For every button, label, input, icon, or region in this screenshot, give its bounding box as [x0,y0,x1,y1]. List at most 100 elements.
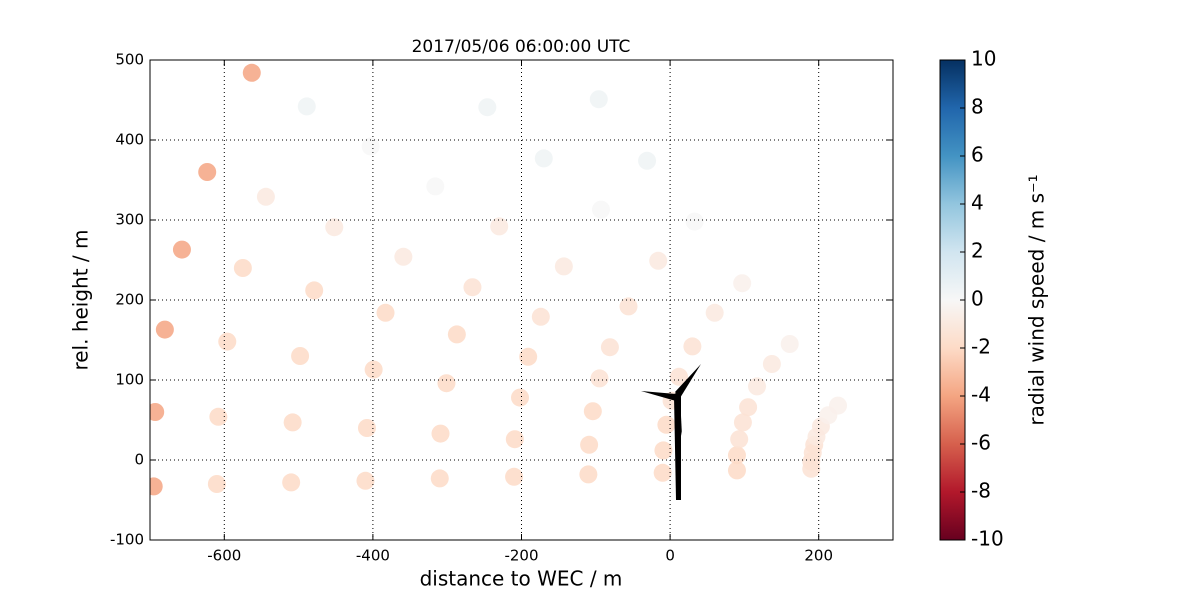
scatter-point [478,98,497,117]
scatter-point [394,247,413,266]
scatter-point [283,413,302,432]
turbine-blade [641,391,676,401]
grid [150,59,893,541]
points [150,63,848,496]
scatter-point [325,218,344,237]
colorbar-tick-label: 10 [971,47,996,71]
scatter-point [685,212,704,231]
scatter-point [430,469,449,488]
colorbar-tick-label: 2 [971,239,984,263]
scatter-point [653,463,672,482]
scatter-point [780,335,799,353]
scatter-point [282,473,301,492]
scatter-point [361,137,380,156]
scatter-point [209,407,228,426]
scatter-point [654,441,673,460]
chart-title: 2017/05/06 06:00:00 UTC [412,37,631,57]
colorbar-tick-label: -8 [971,479,991,503]
scatter-point [829,396,848,415]
scatter-point [683,337,702,356]
scatter-point [376,303,395,322]
scatter-point [256,187,275,206]
scatter-point [291,347,310,365]
scatter-point [364,360,383,379]
scatter-point [649,251,668,270]
turbine-blade [675,364,701,398]
turbine-hub [673,393,681,401]
scatter-point [600,338,619,357]
scatter-point [727,446,746,465]
scatter-point [579,465,598,484]
scatter-point [762,355,781,373]
scatter-point [426,177,445,196]
scatter-point [519,347,538,366]
scatter-point [297,97,316,116]
colorbar-tick-label: -10 [971,527,1004,551]
scatter-point [739,398,758,417]
scatter-point [727,461,746,480]
scatter-point [505,467,524,486]
scatter-point [733,274,752,293]
scatter-point [155,320,174,339]
y-tick-label: 200 [115,291,144,309]
scatter-point [619,297,638,316]
scatter-point [447,325,466,344]
scatter-point [638,151,657,170]
x-tick-label: 0 [665,547,675,565]
scatter-point [511,388,530,407]
scatter-point [580,435,599,454]
x-tick-label: -200 [504,547,538,565]
scatter-point [590,369,609,388]
scatter-point [554,257,573,276]
scatter-point [172,240,191,259]
y-tick-label: 0 [134,451,144,469]
colorbar-tick-label: 8 [971,95,984,119]
scatter-point [198,163,217,181]
scatter-point [670,367,689,386]
scatter-point [305,281,324,300]
scatter-point [589,90,608,109]
scatter-point [657,415,676,434]
x-axis-label: distance to WEC / m [420,567,623,591]
scatter-point [490,217,509,236]
x-tick-label: 200 [804,547,833,565]
scatter-point [531,307,550,326]
scatter-point [463,278,482,297]
scatter-point [733,413,752,432]
scatter-point [357,419,376,437]
scatter-point [592,200,611,219]
y-tick-label: -100 [110,531,144,549]
wind-turbine [641,364,701,500]
x-tick-label: -400 [356,547,390,565]
scatter-point [242,63,261,82]
scatter-point [583,402,602,421]
y-tick-label: 500 [115,51,144,69]
scatter-point [748,377,767,396]
x-tick-label: -600 [207,547,241,565]
scatter-point [356,471,375,490]
scatter-point [150,403,165,421]
y-axis-label: rel. height / m [69,229,93,370]
y-tick-label: 400 [115,131,144,149]
y-tick-label: 300 [115,211,144,229]
colorbar-tick-label: -2 [971,335,991,359]
scatter-point [437,374,456,393]
colorbar-tick-label: 0 [971,287,984,311]
scatter-point [233,259,252,277]
scatter-point [705,303,724,322]
turbine-blade [674,396,682,436]
scatter-point [534,149,553,168]
scatter-point [218,332,237,351]
y-tick-label: 100 [115,371,144,389]
colorbar-label: radial wind speed / m s⁻¹ [1025,174,1049,425]
colorbar-tick-label: 6 [971,143,984,167]
scatter-point [207,475,226,493]
colorbar-tick-label: -4 [971,383,991,407]
scatter-point [431,424,450,443]
colorbar-tick-label: 4 [971,191,984,215]
scatter-point [150,477,163,496]
scatter-point [730,430,749,449]
colorbar-tick-label: -6 [971,431,991,455]
